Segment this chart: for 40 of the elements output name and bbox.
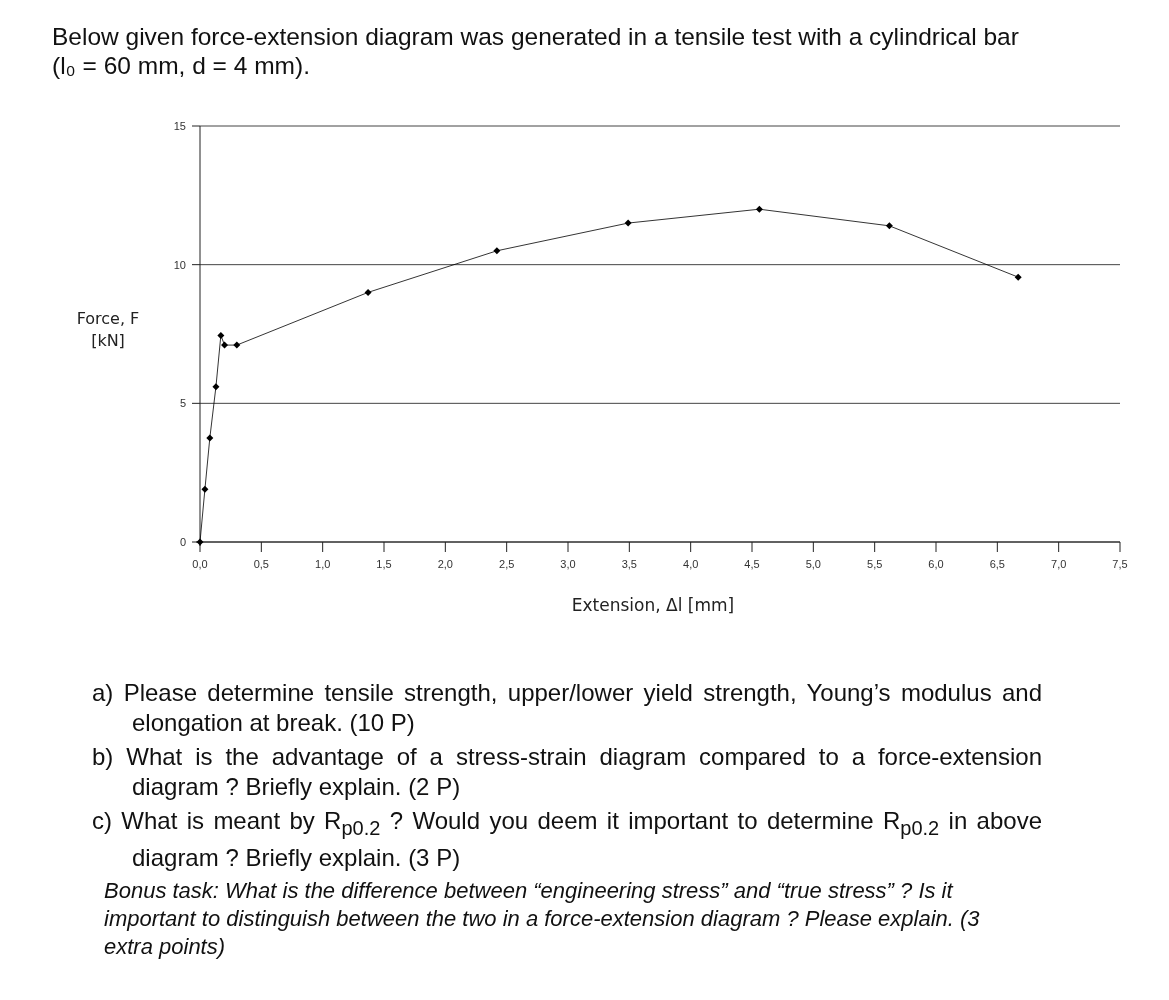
x-tick-label: 6,5 [989,558,1005,570]
point [493,247,501,255]
y-tick-label: 5 [179,397,186,410]
text: b) What is the advantage of a stress-strain diagram compared to a force-extension diagram ? Briefly explain. (2 P) [92,742,1042,802]
point [201,485,209,493]
x-tick-label: 2,0 [437,558,453,570]
point [1014,273,1022,281]
text: a) Please determine tensile strength, upper/lower yield strength, Young’s modulus and elongation at break. (10 P) [92,678,1042,738]
x-tick-label: 0,0 [192,558,208,570]
x-axis-title: Extension, Δl [mm] [571,595,735,615]
x-tick-label: 2,5 [499,558,515,570]
y-tick-label: 10 [173,258,186,271]
text: Bonus task: What is the difference between “engineering stress” and “true stress” ? Is it important to distinguish between the two in a force-extension diagram ? Please explain. (3 extra points) [104,876,981,961]
y-tick-label: 0 [179,535,186,548]
x-tick-label: 6,0 [928,558,944,570]
chart-title: Below given force-extension diagram was generated in a tensile test with a cylindrical bar (l₀ = 60 mm, d = 4 mm). [52,22,1020,80]
text: c) What is meant by R$_{p0.2}$ ? Would you deem it important to determine R$_{p0.2}$ in above diagram ? Briefly explain. (3 P) [92,807,1043,871]
x-tick-label: 4,0 [683,558,699,570]
point [885,222,893,230]
x-tick-label: 0,5 [253,558,269,570]
point [364,288,372,296]
y-axis-title: Force, F [kN] [76,309,140,350]
point [221,341,229,349]
point [196,538,204,546]
point [217,331,225,339]
point [206,434,214,442]
x-tick-label: 5,5 [867,558,883,570]
x-tick-label: 5,0 [805,558,821,570]
y-tick-label: 15 [173,119,186,132]
x-tick-label: 7,0 [1051,558,1067,570]
x-tick-label: 4,5 [744,558,760,570]
x-tick-label: 3,0 [560,558,576,570]
point [212,383,220,391]
point [755,205,763,213]
point [624,219,632,227]
x-tick-label: 1,0 [315,558,331,570]
x-tick-label: 3,5 [621,558,637,570]
x-tick-label: 1,5 [376,558,392,570]
x-tick-label: 7,5 [1112,558,1128,570]
point [233,341,241,349]
